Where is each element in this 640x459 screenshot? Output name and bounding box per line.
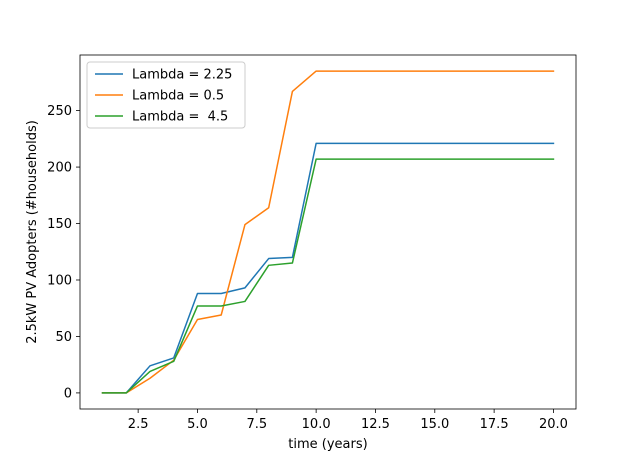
legend-box bbox=[86, 61, 246, 129]
legend: Lambda = 2.25 Lambda = 0.5 Lambda = 4.5 bbox=[86, 61, 246, 129]
y-axis-label: 2.5kW PV Adopters (#households) bbox=[25, 120, 40, 344]
legend-label: Lambda = 4.5 bbox=[132, 110, 228, 125]
legend-label: Lambda = 2.25 bbox=[132, 68, 232, 83]
series-layer bbox=[101, 70, 555, 394]
x-axis: 2.5 5.0 7.5 10.0 12.5 15.0 17.5 20.0 bbox=[128, 409, 568, 432]
y-tick-label: 0 bbox=[64, 386, 72, 401]
x-tick-label: 15.0 bbox=[420, 417, 449, 432]
x-tick-label: 10.0 bbox=[302, 417, 331, 432]
plot-frame bbox=[79, 54, 577, 410]
y-tick-label: 250 bbox=[47, 104, 72, 119]
x-tick-label: 20.0 bbox=[539, 417, 568, 432]
x-tick-label: 17.5 bbox=[480, 417, 509, 432]
y-tick-label: 150 bbox=[47, 217, 72, 232]
x-tick-label: 5.0 bbox=[187, 417, 208, 432]
legend-label: Lambda = 0.5 bbox=[132, 89, 224, 104]
series-line-3 bbox=[101, 158, 555, 394]
series-line-1 bbox=[101, 142, 555, 394]
x-tick-label: 2.5 bbox=[128, 417, 149, 432]
y-tick-label: 200 bbox=[47, 161, 72, 176]
y-tick-label: 50 bbox=[55, 330, 72, 345]
y-axis: 0 50 100 150 200 250 bbox=[47, 104, 80, 401]
y-tick-label: 100 bbox=[47, 273, 72, 288]
x-tick-label: 7.5 bbox=[246, 417, 267, 432]
x-axis-label: time (years) bbox=[288, 437, 367, 452]
x-tick-label: 12.5 bbox=[361, 417, 390, 432]
